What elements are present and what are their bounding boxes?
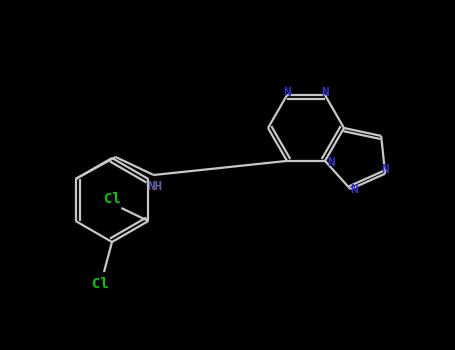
Text: Cl: Cl [91,277,108,291]
Text: N: N [381,163,389,176]
Text: NH: NH [147,181,162,194]
Text: Cl: Cl [104,192,121,206]
Text: N: N [327,156,335,169]
Text: N: N [283,86,291,99]
Text: N: N [351,183,358,196]
Text: N: N [321,86,329,99]
